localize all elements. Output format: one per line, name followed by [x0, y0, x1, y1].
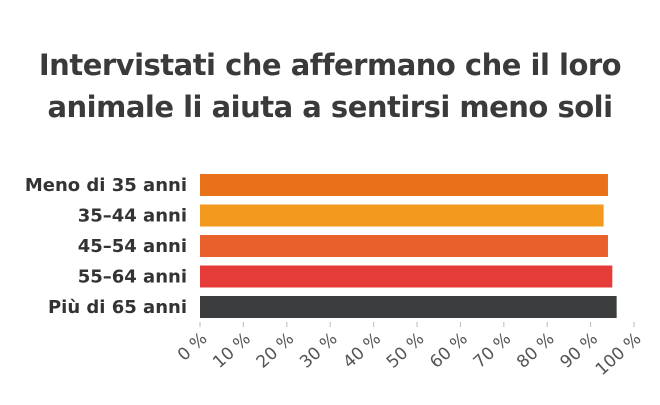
- tick-label-1: 10 %: [209, 329, 254, 373]
- tick-label-3: 30 %: [296, 329, 341, 373]
- bars-group: [200, 174, 617, 318]
- tick-label-6: 60 %: [426, 329, 471, 373]
- tick-label-8: 80 %: [513, 329, 558, 373]
- category-labels: Meno di 35 anni 35–44 anni 45–54 anni 55–64…: [25, 175, 187, 318]
- bar-3: [200, 235, 608, 257]
- tick-label-4: 40 %: [339, 329, 384, 373]
- tick-label-10: 100 %: [592, 329, 646, 380]
- bar-4: [200, 265, 613, 288]
- tick-label-5: 50 %: [383, 329, 428, 373]
- category-label-5: Più di 65 anni: [48, 297, 187, 318]
- category-label-1: Meno di 35 anni: [25, 175, 187, 196]
- category-label-4: 55–64 anni: [78, 267, 187, 288]
- category-label-3: 45–54 anni: [78, 236, 187, 257]
- category-label-2: 35–44 anni: [78, 206, 187, 227]
- chart-title: Intervistati che affermano che il loro a…: [38, 48, 622, 124]
- bar-1: [200, 174, 608, 196]
- axis-tick-marks: [199, 322, 635, 327]
- tick-label-2: 20 %: [253, 329, 298, 373]
- bar-5: [200, 296, 617, 318]
- tick-labels: 0 %10 %20 %30 %40 %50 %60 %70 %80 %90 %1…: [174, 329, 645, 380]
- bar-2: [200, 204, 604, 227]
- tick-label-0: 0 %: [174, 329, 211, 366]
- tick-label-7: 70 %: [470, 329, 515, 373]
